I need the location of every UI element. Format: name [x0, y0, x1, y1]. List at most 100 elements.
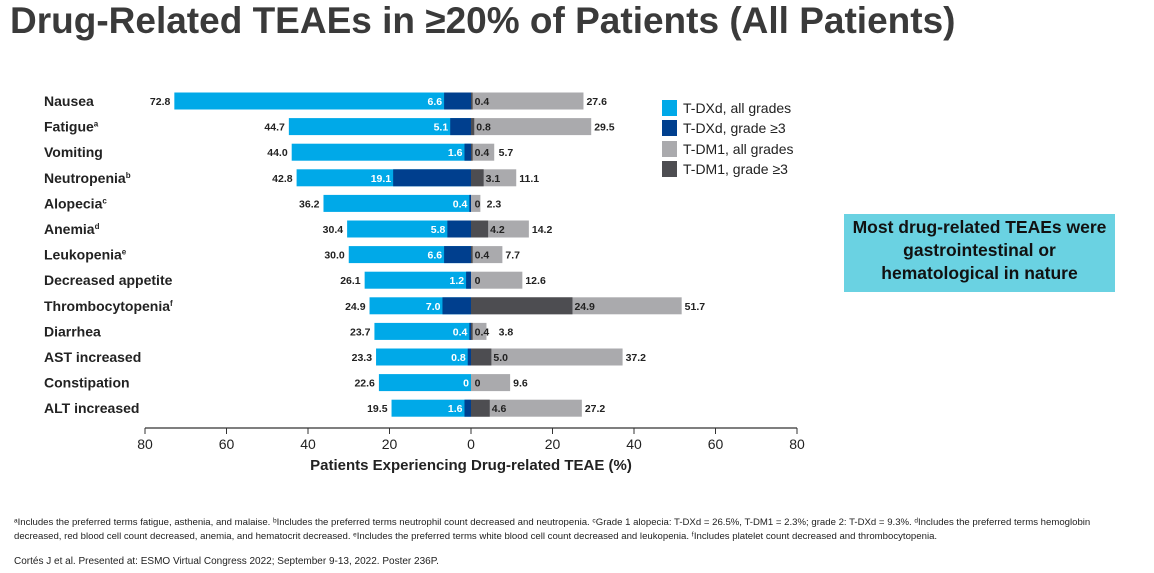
bar-tdm1-all [471, 374, 511, 392]
legend-label: T-DM1, all grades [683, 140, 794, 157]
x-tick-label: 60 [219, 436, 235, 452]
category-label: Leukopeniae [44, 247, 127, 263]
legend-item: T-DM1, all grades [662, 139, 793, 159]
bar-tdm1-all [471, 118, 592, 136]
value-label-tdxd-grade3: 5.8 [431, 224, 446, 236]
bar-tdxd-all [348, 246, 471, 264]
value-label-tdm1-all: 2.3 [487, 198, 502, 210]
value-label-tdxd-all: 36.2 [299, 198, 320, 210]
x-tick-label: 20 [545, 436, 561, 452]
page-title: Drug-Related TEAEs in ≥20% of Patients (… [10, 0, 956, 41]
legend-label: T-DXd, all grades [683, 100, 792, 117]
value-label-tdxd-grade3: 0 [463, 378, 469, 390]
value-label-tdxd-all: 30.0 [324, 250, 345, 262]
value-label-tdm1-grade3: 0 [475, 275, 481, 287]
bar-tdm1-all [471, 348, 623, 366]
value-label-tdm1-all: 9.6 [513, 378, 528, 390]
bar-tdm1-grade3 [471, 92, 473, 110]
bar-tdm1-all [471, 399, 582, 417]
value-label-tdm1-all: 7.7 [505, 250, 520, 262]
bar-tdxd-grade3 [469, 322, 471, 340]
bar-tdm1-all [471, 271, 523, 289]
x-tick-label: 20 [382, 436, 398, 452]
category-label: Constipation [44, 375, 130, 391]
bar-tdxd-all [391, 399, 471, 417]
value-label-tdxd-all: 23.3 [352, 352, 373, 364]
value-label-tdm1-all: 11.1 [519, 173, 539, 185]
callout-box: Most drug-related TEAEs were gastrointes… [844, 214, 1115, 292]
bar-tdxd-grade3 [450, 118, 471, 136]
bar-tdxd-grade3 [393, 169, 471, 187]
bar-tdm1-grade3 [471, 246, 473, 264]
x-tick-label: 40 [300, 436, 316, 452]
bar-tdxd-grade3 [469, 194, 471, 212]
value-label-tdm1-all: 12.6 [525, 275, 546, 287]
value-label-tdxd-grade3: 0.4 [453, 198, 468, 210]
value-label-tdm1-all: 27.6 [586, 96, 607, 108]
bar-tdxd-all [291, 143, 471, 161]
bar-tdxd-grade3 [467, 348, 471, 366]
value-label-tdm1-grade3: 24.9 [574, 301, 595, 313]
bar-tdxd-grade3 [447, 220, 471, 238]
bar-tdm1-grade3 [471, 348, 492, 366]
bar-tdm1-grade3 [471, 143, 473, 161]
value-label-tdxd-all: 19.5 [367, 403, 388, 415]
value-label-tdxd-grade3: 0.8 [451, 352, 466, 364]
value-label-tdxd-all: 44.7 [264, 122, 285, 134]
bar-tdm1-all [471, 92, 584, 110]
value-label-tdxd-all: 72.8 [150, 96, 171, 108]
value-label-tdm1-grade3: 0.4 [475, 147, 490, 159]
bar-tdxd-grade3 [464, 143, 471, 161]
bar-tdxd-grade3 [444, 92, 471, 110]
value-label-tdm1-grade3: 0.4 [475, 250, 490, 262]
value-label-tdxd-all: 30.4 [323, 224, 344, 236]
value-label-tdxd-grade3: 5.1 [434, 122, 449, 134]
bar-tdm1-grade3 [471, 322, 473, 340]
category-label: Thrombocytopeniaf [44, 298, 173, 314]
bar-tdxd-all [347, 220, 471, 238]
bar-tdxd-grade3 [444, 246, 471, 264]
value-label-tdm1-all: 37.2 [626, 352, 647, 364]
legend-swatch [662, 140, 677, 157]
value-label-tdm1-all: 29.5 [594, 122, 615, 134]
category-label: Fatiguea [44, 119, 99, 135]
value-label-tdxd-all: 42.8 [272, 173, 293, 185]
bar-tdxd-all [323, 194, 471, 212]
bar-tdm1-all [471, 194, 481, 212]
value-label-tdxd-grade3: 6.6 [427, 250, 442, 262]
category-label: Decreased appetite [44, 272, 173, 288]
value-label-tdm1-grade3: 0 [475, 198, 481, 210]
value-label-tdxd-all: 26.1 [340, 275, 361, 287]
category-label: Nausea [44, 93, 94, 109]
value-label-tdm1-grade3: 0.4 [475, 96, 490, 108]
legend: T-DXd, all grades T-DXd, grade ≥3 T-DM1,… [662, 98, 793, 179]
value-label-tdxd-grade3: 1.2 [450, 275, 465, 287]
value-label-tdm1-grade3: 5.0 [493, 352, 508, 364]
value-label-tdm1-all: 27.2 [585, 403, 606, 415]
x-tick-label: 0 [467, 436, 475, 452]
value-label-tdxd-all: 24.9 [345, 301, 366, 313]
bar-tdm1-grade3 [471, 169, 484, 187]
value-label-tdxd-all: 23.7 [350, 326, 371, 338]
value-label-tdm1-grade3: 3.1 [486, 173, 501, 185]
x-tick-label: 80 [137, 436, 153, 452]
bar-tdxd-all [288, 118, 471, 136]
bar-tdm1-grade3 [471, 399, 490, 417]
value-label-tdxd-all: 44.0 [267, 147, 288, 159]
value-label-tdm1-grade3: 4.2 [490, 224, 505, 236]
bar-tdm1-grade3 [471, 118, 475, 136]
legend-item: T-DXd, grade ≥3 [662, 118, 793, 138]
legend-swatch [662, 120, 677, 137]
legend-label: T-DXd, grade ≥3 [683, 120, 786, 137]
value-label-tdxd-grade3: 0.4 [453, 326, 468, 338]
value-label-tdm1-all: 51.7 [685, 301, 706, 313]
x-tick-label: 80 [789, 436, 805, 452]
value-label-tdm1-all: 3.8 [499, 326, 514, 338]
category-label: Anemiad [44, 221, 100, 237]
bar-tdxd-all [364, 271, 471, 289]
bar-tdm1-grade3 [471, 297, 573, 315]
value-label-tdm1-grade3: 0.4 [475, 326, 490, 338]
value-label-tdm1-grade3: 0 [475, 378, 481, 390]
bar-tdm1-all [471, 143, 495, 161]
legend-swatch [662, 100, 677, 117]
